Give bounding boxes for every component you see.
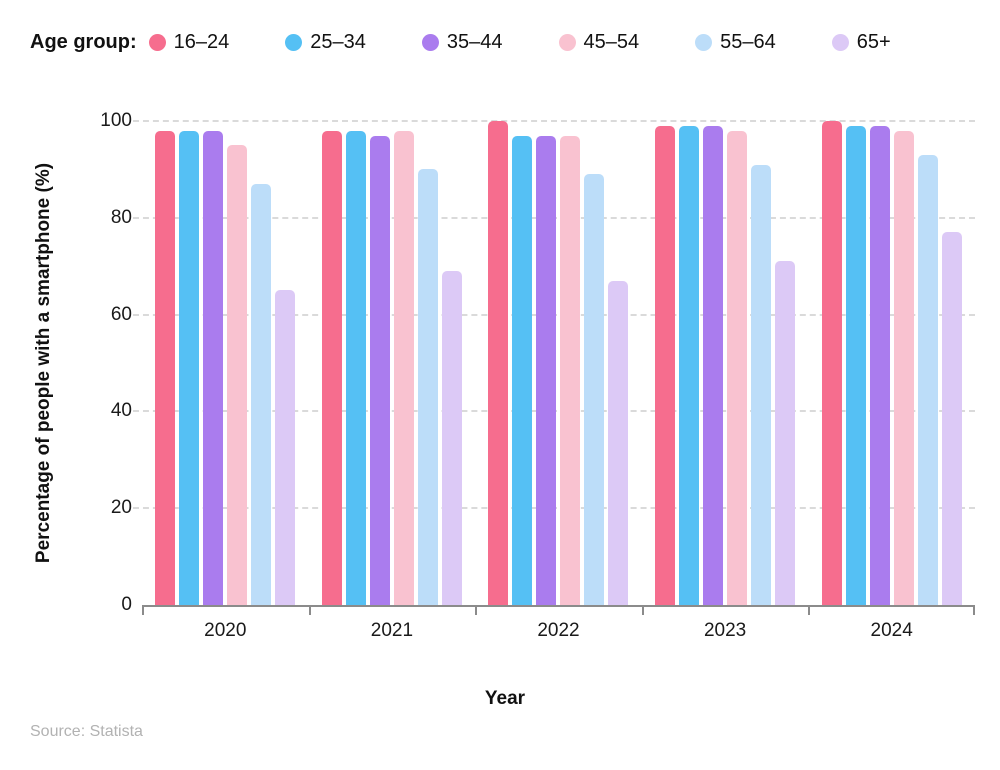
- legend-item-55-64: 55–64: [695, 30, 776, 54]
- legend-label: 65+: [856, 31, 891, 53]
- bar-2021-55-64: [417, 169, 438, 605]
- x-axis-title: Year: [484, 688, 526, 709]
- legend-label: 45–54: [583, 31, 640, 53]
- y-tick-label-40: 40: [110, 400, 132, 422]
- bar-2022-16-24: [488, 121, 509, 605]
- x-tick-label-2024: 2024: [870, 620, 913, 641]
- legend-dot-icon: [558, 33, 576, 51]
- x-axis-tick: [475, 607, 478, 615]
- source-note: Source: Statista: [30, 723, 143, 740]
- bar-2020-45-54: [227, 145, 248, 605]
- bar-2023-55-64: [751, 164, 772, 605]
- y-tick-label-0: 0: [121, 594, 132, 615]
- bar-2024-55-64: [917, 154, 938, 605]
- x-axis-tick: [973, 607, 975, 615]
- bar-2022-65plus: [608, 280, 629, 605]
- y-tick-label-60: 60: [110, 303, 132, 325]
- bar-2024-16-24: [821, 121, 842, 605]
- plot-area: [133, 120, 975, 615]
- x-axis-tick: [142, 607, 144, 615]
- x-tick-label-2021: 2021: [370, 620, 414, 641]
- y-tick-label-100: 100: [100, 110, 132, 131]
- x-axis-tick: [641, 607, 644, 615]
- chart-legend: Age group: 16–24 25–34 35–44 45–54 55–64 65+: [30, 30, 947, 54]
- bar-2021-25-34: [345, 130, 366, 605]
- bar-groups: [142, 121, 975, 605]
- legend-dot-icon: [285, 33, 303, 51]
- bar-2021-35-44: [369, 135, 390, 605]
- x-tick-label-2023: 2023: [703, 620, 747, 641]
- bar-2023-16-24: [655, 125, 676, 605]
- bar-2024-35-44: [869, 125, 890, 605]
- bar-2022-25-34: [512, 135, 533, 605]
- x-tick-label-2020: 2020: [204, 620, 247, 641]
- bar-2020-25-34: [179, 130, 200, 605]
- bar-2022-35-44: [536, 135, 557, 605]
- x-axis-tick: [808, 607, 811, 615]
- bar-group-2022: [475, 121, 642, 605]
- x-tick-label-2022: 2022: [537, 620, 580, 641]
- bar-2023-25-34: [679, 125, 700, 605]
- legend-label: 55–64: [720, 31, 776, 53]
- bar-2024-25-34: [845, 125, 866, 605]
- legend-dot-icon: [831, 33, 849, 51]
- legend-label: 35–44: [446, 31, 503, 53]
- x-axis-tick: [308, 607, 311, 615]
- legend-item-45-54: 45–54: [558, 30, 640, 54]
- legend-item-35-44: 35–44: [421, 30, 503, 54]
- legend-item-25-34: 25–34: [285, 30, 366, 54]
- bar-2022-55-64: [584, 174, 605, 605]
- y-axis-tick-labels: 0 20 40 60 80 100: [0, 0, 132, 770]
- bar-group-2021: [309, 121, 476, 605]
- legend-label: 16–24: [173, 31, 230, 53]
- bar-2021-16-24: [321, 130, 342, 605]
- bar-2021-65plus: [441, 271, 462, 605]
- bar-2020-16-24: [155, 130, 176, 605]
- legend-item-16-24: 16–24: [148, 30, 230, 54]
- bar-2024-45-54: [893, 130, 914, 605]
- bar-2021-45-54: [393, 130, 414, 605]
- bar-2020-65plus: [275, 290, 296, 605]
- bar-2023-65plus: [775, 261, 796, 605]
- bar-group-2023: [642, 121, 809, 605]
- x-axis-tick-labels: 2020 2021 2022 2023 2024: [142, 620, 975, 646]
- legend-title: Age group:: [30, 31, 137, 53]
- bar-2022-45-54: [560, 135, 581, 605]
- gridline-100: [133, 120, 975, 122]
- legend-label: 25–34: [310, 31, 366, 53]
- bar-group-2020: [142, 121, 309, 605]
- legend-dot-icon: [148, 33, 166, 51]
- bar-2020-55-64: [251, 183, 272, 605]
- y-tick-label-80: 80: [110, 206, 132, 228]
- bar-2024-65plus: [941, 232, 962, 605]
- bar-2023-35-44: [703, 125, 724, 605]
- bar-group-2024: [808, 121, 975, 605]
- bar-2020-35-44: [203, 130, 224, 605]
- bar-2023-45-54: [727, 130, 748, 605]
- legend-dot-icon: [695, 33, 713, 51]
- y-tick-label-20: 20: [110, 497, 132, 519]
- legend-dot-icon: [421, 33, 439, 51]
- legend-item-65plus: 65+: [831, 30, 891, 54]
